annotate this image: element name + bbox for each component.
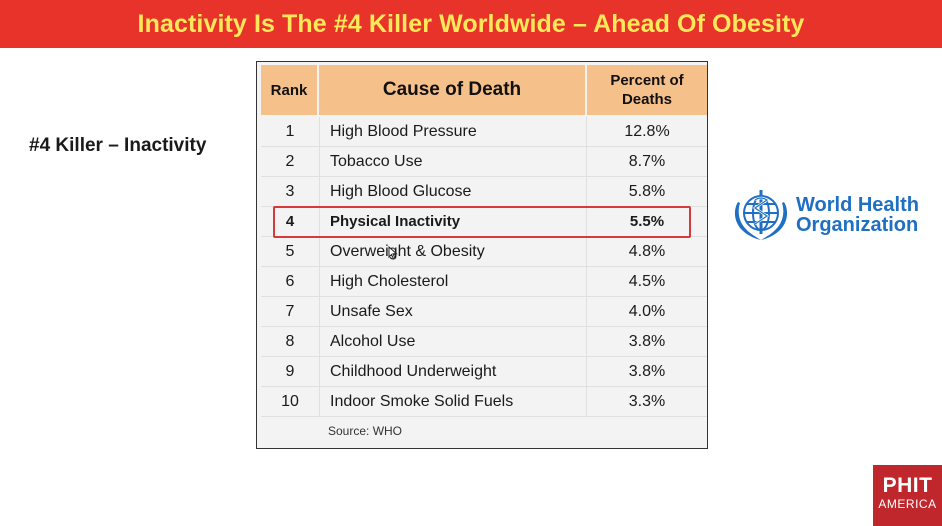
table-row: 6 High Cholesterol 4.5% (261, 267, 707, 297)
phit-logo-line2: AMERICA (878, 497, 937, 511)
cell-percent: 3.8% (628, 332, 666, 350)
table-header: Rank Cause of Death Percent of Deaths (261, 65, 711, 115)
who-name-line1: World Health (796, 194, 919, 216)
cell-rank: 10 (281, 392, 299, 410)
table-row: 2 Tobacco Use 8.7% (261, 147, 707, 177)
phit-america-logo: PHIT AMERICA (873, 465, 942, 526)
who-name: World Health Organization (796, 195, 919, 235)
cell-percent: 4.5% (628, 272, 666, 290)
table-row: 5 Overweight & Obesity 4.8% (261, 237, 707, 267)
table-row: 10 Indoor Smoke Solid Fuels 3.3% (261, 387, 707, 417)
cell-rank: 7 (285, 302, 295, 320)
cell-rank: 1 (285, 122, 295, 140)
table-body: 1 High Blood Pressure 12.8% 2 Tobacco Use 8.7… (261, 117, 707, 417)
cell-percent: 4.0% (628, 302, 666, 320)
table-row: 9 Childhood Underweight 3.8% (261, 357, 707, 387)
phit-logo-line1: PHIT (882, 474, 933, 497)
cell-cause: High Cholesterol (319, 267, 587, 296)
source-note: Source: WHO (328, 424, 403, 438)
cell-cause: Unsafe Sex (319, 297, 587, 326)
cell-percent: 5.8% (628, 182, 666, 200)
header-percent: Percent of Deaths (587, 65, 707, 115)
cell-percent: 5.5% (629, 213, 665, 230)
highlight-box (273, 206, 691, 238)
cell-percent: 12.8% (624, 122, 670, 140)
cell-cause: Physical Inactivity (319, 207, 587, 236)
cell-rank: 6 (285, 272, 295, 290)
cell-cause: Tobacco Use (319, 147, 587, 176)
who-logo: World Health Organization (730, 186, 919, 244)
table-row: 1 High Blood Pressure 12.8% (261, 117, 707, 147)
header-rank: Rank (261, 65, 319, 115)
cell-cause: Indoor Smoke Solid Fuels (319, 387, 587, 416)
header-percent-line1: Percent of (610, 72, 684, 89)
cell-rank: 3 (285, 182, 295, 200)
cell-cause: Alcohol Use (319, 327, 587, 356)
cell-rank: 5 (285, 242, 295, 260)
cell-rank: 8 (285, 332, 295, 350)
mouse-cursor-icon (388, 246, 398, 260)
header-percent-line2: Deaths (621, 91, 672, 108)
table-row: 8 Alcohol Use 3.8% (261, 327, 707, 357)
cell-percent: 4.8% (628, 242, 666, 260)
slide-title: Inactivity Is The #4 Killer Worldwide – … (137, 9, 805, 38)
side-caption: #4 Killer – Inactivity (29, 135, 207, 156)
header-cause: Cause of Death (319, 65, 587, 115)
table-row: 3 High Blood Glucose 5.8% (261, 177, 707, 207)
title-bar: Inactivity Is The #4 Killer Worldwide – … (0, 0, 942, 48)
cell-cause: High Blood Pressure (319, 117, 587, 146)
cell-percent: 3.8% (628, 362, 666, 380)
who-name-line2: Organization (796, 214, 919, 236)
cell-cause: High Blood Glucose (319, 177, 587, 206)
cell-cause: Childhood Underweight (319, 357, 587, 386)
cell-rank: 4 (285, 213, 295, 230)
table-row: 7 Unsafe Sex 4.0% (261, 297, 707, 327)
cell-rank: 9 (285, 362, 295, 380)
cell-rank: 2 (285, 152, 295, 170)
who-emblem-icon (734, 190, 788, 240)
cell-percent: 8.7% (628, 152, 666, 170)
cell-cause: Overweight & Obesity (319, 237, 587, 266)
cause-of-death-table: Rank Cause of Death Percent of Deaths 1 H… (256, 61, 708, 449)
cell-percent: 3.3% (628, 392, 666, 410)
